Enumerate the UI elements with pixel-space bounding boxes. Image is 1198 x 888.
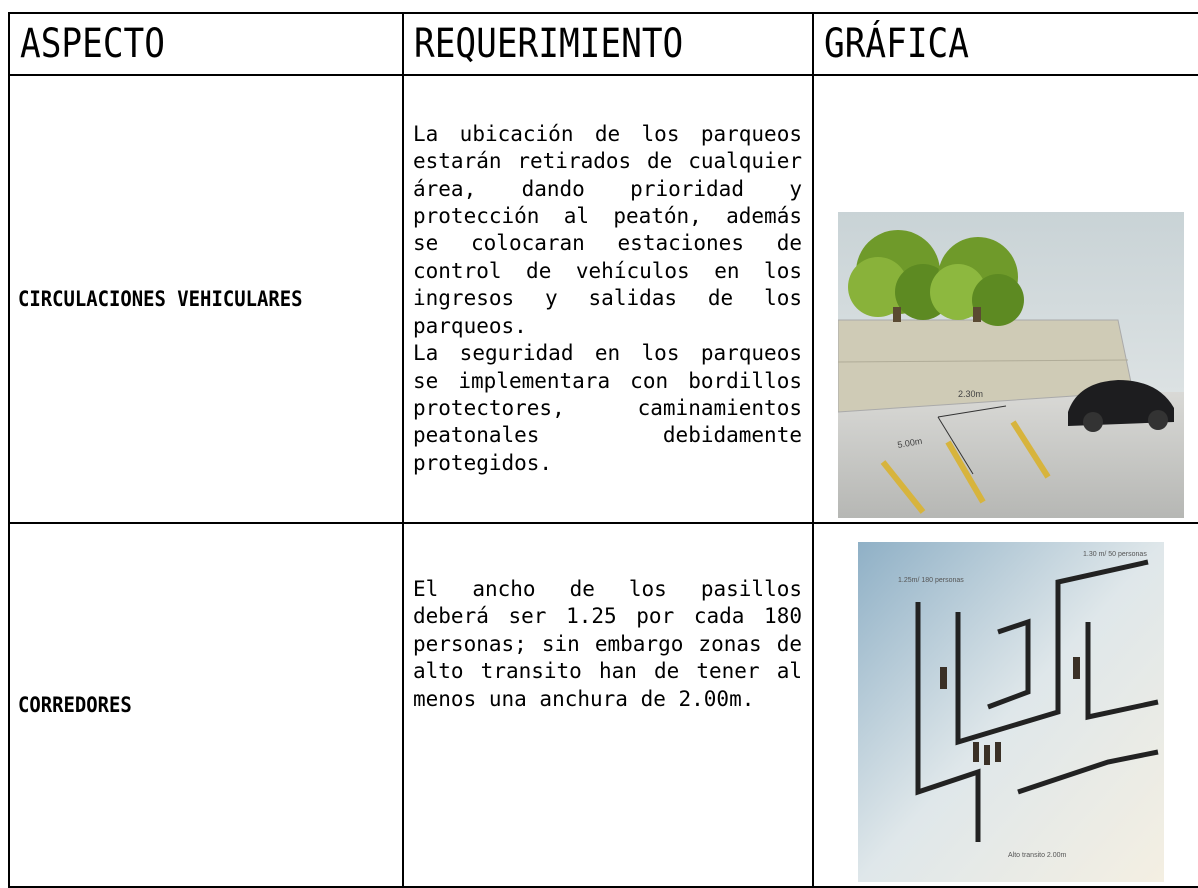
- corridor-illustration: 1.30 m/ 50 personas 1.25m/ 180 personas …: [858, 542, 1164, 882]
- image-label: 2.30m: [958, 389, 983, 399]
- header-row: ASPECTO REQUERIMIENTO GRÁFICA: [8, 12, 1198, 76]
- requirement-cell: La ubicación de los parqueos estarán ret…: [402, 74, 814, 524]
- header-cell: REQUERIMIENTO: [402, 12, 814, 76]
- table-row: CIRCULACIONES VEHICULARES La ubicación d…: [8, 74, 1198, 524]
- header-text: ASPECTO: [20, 21, 165, 67]
- header-cell: ASPECTO: [8, 12, 404, 76]
- image-cell: 1.30 m/ 50 personas 1.25m/ 180 personas …: [812, 522, 1198, 888]
- header-text: GRÁFICA: [824, 21, 969, 67]
- requirement-text: La ubicación de los parqueos estarán ret…: [413, 121, 802, 338]
- image-label: 5.00m: [897, 435, 923, 449]
- image-label: Alto transito 2.00m: [1008, 852, 1067, 859]
- image-label: 1.25m/ 180 personas: [898, 577, 964, 584]
- aspect-text: CIRCULACIONES VEHICULARES: [18, 287, 303, 311]
- parking-illustration: 2.30m 5.00m: [837, 211, 1184, 518]
- page: ASPECTO REQUERIMIENTO GRÁFICA CIRCULACIO…: [8, 12, 1198, 888]
- table-row: CORREDORES El ancho de los pasillos debe…: [8, 522, 1198, 888]
- header-cell: GRÁFICA: [812, 12, 1198, 76]
- aspect-text: CORREDORES: [18, 693, 132, 717]
- requirement-text: La seguridad en los parqueos se implemen…: [413, 341, 802, 475]
- requirements-table: ASPECTO REQUERIMIENTO GRÁFICA CIRCULACIO…: [8, 12, 1198, 888]
- aspect-cell: CIRCULACIONES VEHICULARES: [8, 74, 404, 524]
- requirement-text: El ancho de los pasillos deberá ser 1.25…: [413, 577, 802, 711]
- header-text: REQUERIMIENTO: [414, 21, 684, 67]
- image-label: 1.30 m/ 50 personas: [1083, 551, 1147, 558]
- aspect-cell: CORREDORES: [8, 522, 404, 888]
- requirement-cell: El ancho de los pasillos deberá ser 1.25…: [402, 522, 814, 888]
- image-cell: 2.30m 5.00m: [812, 74, 1198, 524]
